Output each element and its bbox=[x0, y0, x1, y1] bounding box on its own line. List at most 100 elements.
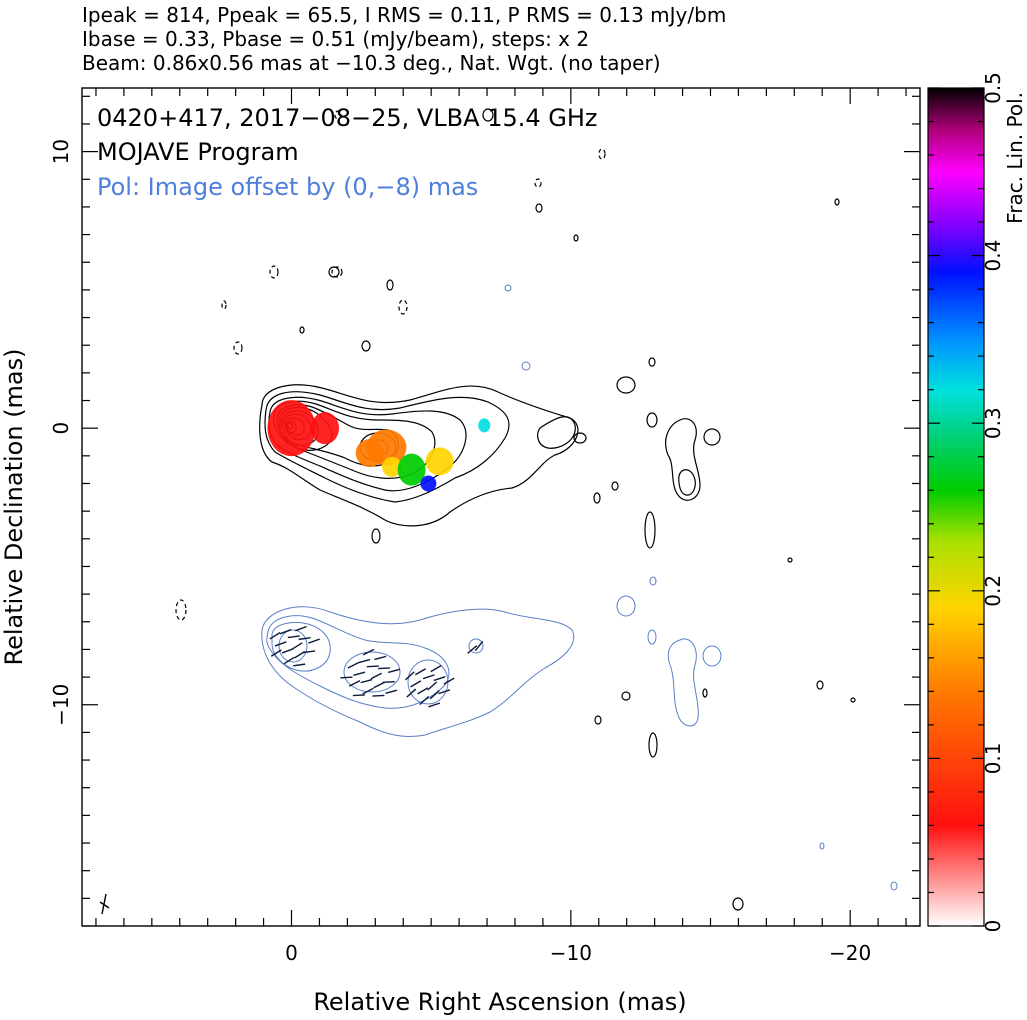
pol-contour-outer bbox=[261, 606, 575, 738]
pol-contour-island bbox=[521, 361, 531, 371]
pol-contour-island bbox=[702, 645, 722, 667]
i-contour-island bbox=[361, 340, 371, 352]
frac-pol-region bbox=[425, 447, 454, 476]
i-contour-island bbox=[371, 528, 381, 544]
evpa-stick bbox=[374, 655, 387, 661]
neg-contour bbox=[221, 300, 227, 310]
neg-contour bbox=[269, 265, 279, 279]
evpa-stick bbox=[427, 681, 438, 691]
program-label: MOJAVE Program bbox=[97, 138, 299, 166]
evpa-stick bbox=[428, 702, 441, 708]
pol-contour-island bbox=[647, 629, 657, 645]
colorbar bbox=[927, 87, 985, 927]
x-tick-label: −20 bbox=[829, 941, 871, 965]
header-line-2: Ibase = 0.33, Pbase = 0.51 (mJy/beam), s… bbox=[82, 27, 590, 51]
evpa-stick bbox=[348, 680, 361, 687]
evpa-stick bbox=[269, 632, 281, 640]
pol-contour-island bbox=[616, 595, 636, 617]
pol-contour-island bbox=[649, 576, 657, 586]
i-contour-island bbox=[573, 432, 587, 444]
evpa-stick bbox=[362, 687, 374, 695]
neg-contour bbox=[233, 341, 243, 355]
i-contour-island bbox=[482, 108, 494, 122]
i-contour-island bbox=[611, 481, 619, 491]
i-contour-island bbox=[834, 198, 840, 206]
evpa-stick bbox=[429, 690, 440, 700]
evpa-stick bbox=[404, 671, 415, 681]
evpa-stick bbox=[419, 695, 430, 706]
y-tick-label: 10 bbox=[49, 139, 73, 164]
x-tick-label: 0 bbox=[285, 941, 298, 965]
frac-pol-region bbox=[311, 412, 340, 445]
colorbar-tick-labels: 0 0.1 0.2 0.3 0.4 0.5 bbox=[981, 72, 1005, 932]
beam-marker bbox=[99, 893, 110, 915]
evpa-stick bbox=[414, 668, 427, 676]
evpa-stick bbox=[372, 694, 385, 697]
i-contour-island bbox=[787, 557, 793, 563]
neg-contour bbox=[331, 266, 343, 278]
colorbar-tick-label: 0.3 bbox=[981, 407, 1005, 439]
colorbar-tick-label: 0.2 bbox=[981, 575, 1005, 607]
evpa-stick bbox=[303, 650, 316, 654]
evpa-stick bbox=[281, 648, 294, 654]
i-contour-island bbox=[646, 412, 658, 428]
evpa-stick bbox=[385, 689, 398, 694]
i-contour-island bbox=[535, 203, 543, 213]
pol-contour-island bbox=[819, 842, 825, 850]
i-contour-island bbox=[594, 715, 602, 725]
pol-contour-island bbox=[504, 284, 512, 292]
evpa-stick bbox=[467, 645, 478, 654]
evpa-stick bbox=[353, 671, 366, 677]
frac-pol-region bbox=[267, 400, 316, 457]
frac-pol-region bbox=[420, 475, 437, 492]
y-tick-label: −10 bbox=[49, 684, 73, 726]
evpa-stick bbox=[298, 637, 311, 641]
evpa-stick bbox=[474, 640, 484, 652]
i-contour-island bbox=[703, 428, 721, 446]
evpa-stick bbox=[443, 677, 455, 685]
evpa-vectors bbox=[269, 625, 484, 708]
colorbar-tick-label: 0 bbox=[981, 920, 1005, 933]
evpa-stick bbox=[360, 678, 373, 684]
i-contour-island bbox=[732, 897, 744, 911]
i-contour-island bbox=[850, 697, 856, 703]
i-contour-island bbox=[299, 326, 305, 334]
evpa-stick bbox=[410, 680, 422, 688]
colorbar-tick-label: 0.5 bbox=[981, 72, 1005, 104]
pol-contour-core bbox=[278, 629, 308, 663]
i-contour-2 bbox=[264, 391, 510, 503]
i-contour-island bbox=[386, 279, 394, 291]
frac-pol-region bbox=[366, 429, 407, 466]
evpa-stick bbox=[378, 667, 391, 670]
evpa-stick bbox=[283, 656, 295, 665]
i-contour-island bbox=[328, 266, 340, 278]
evpa-stick bbox=[291, 642, 303, 650]
colorbar-tick-label: 0.4 bbox=[981, 240, 1005, 272]
evpa-stick bbox=[406, 688, 417, 698]
pol-contour-knot bbox=[343, 651, 401, 693]
plot-frame bbox=[81, 87, 921, 927]
source-label: 0420+417, 2017−08−25, VLBA 15.4 GHz bbox=[97, 104, 598, 132]
axis-tick-labels: 0 −10 −20 10 0 −10 bbox=[49, 139, 871, 965]
evpa-stick bbox=[295, 625, 307, 632]
negative-contours bbox=[175, 110, 606, 621]
evpa-stick bbox=[370, 672, 382, 680]
axis-ticks bbox=[82, 88, 920, 927]
i-contour-loop bbox=[665, 418, 701, 501]
evpa-stick bbox=[422, 674, 435, 680]
evpa-stick bbox=[270, 649, 282, 657]
pol-contour-knot bbox=[468, 638, 484, 654]
evpa-stick bbox=[417, 687, 429, 695]
evpa-stick bbox=[438, 689, 451, 695]
evpa-stick bbox=[373, 681, 385, 689]
header-line-3: Beam: 0.86x0.56 mas at −10.3 deg., Nat. … bbox=[82, 51, 661, 75]
stokes-i-contours bbox=[259, 108, 856, 911]
fractional-polarization-map bbox=[267, 400, 491, 492]
evpa-stick bbox=[382, 680, 395, 684]
neg-contour bbox=[598, 148, 606, 160]
evpa-stick bbox=[352, 694, 365, 697]
i-contour-island bbox=[616, 376, 636, 394]
neg-contour bbox=[175, 599, 187, 621]
neg-contour bbox=[398, 299, 408, 315]
